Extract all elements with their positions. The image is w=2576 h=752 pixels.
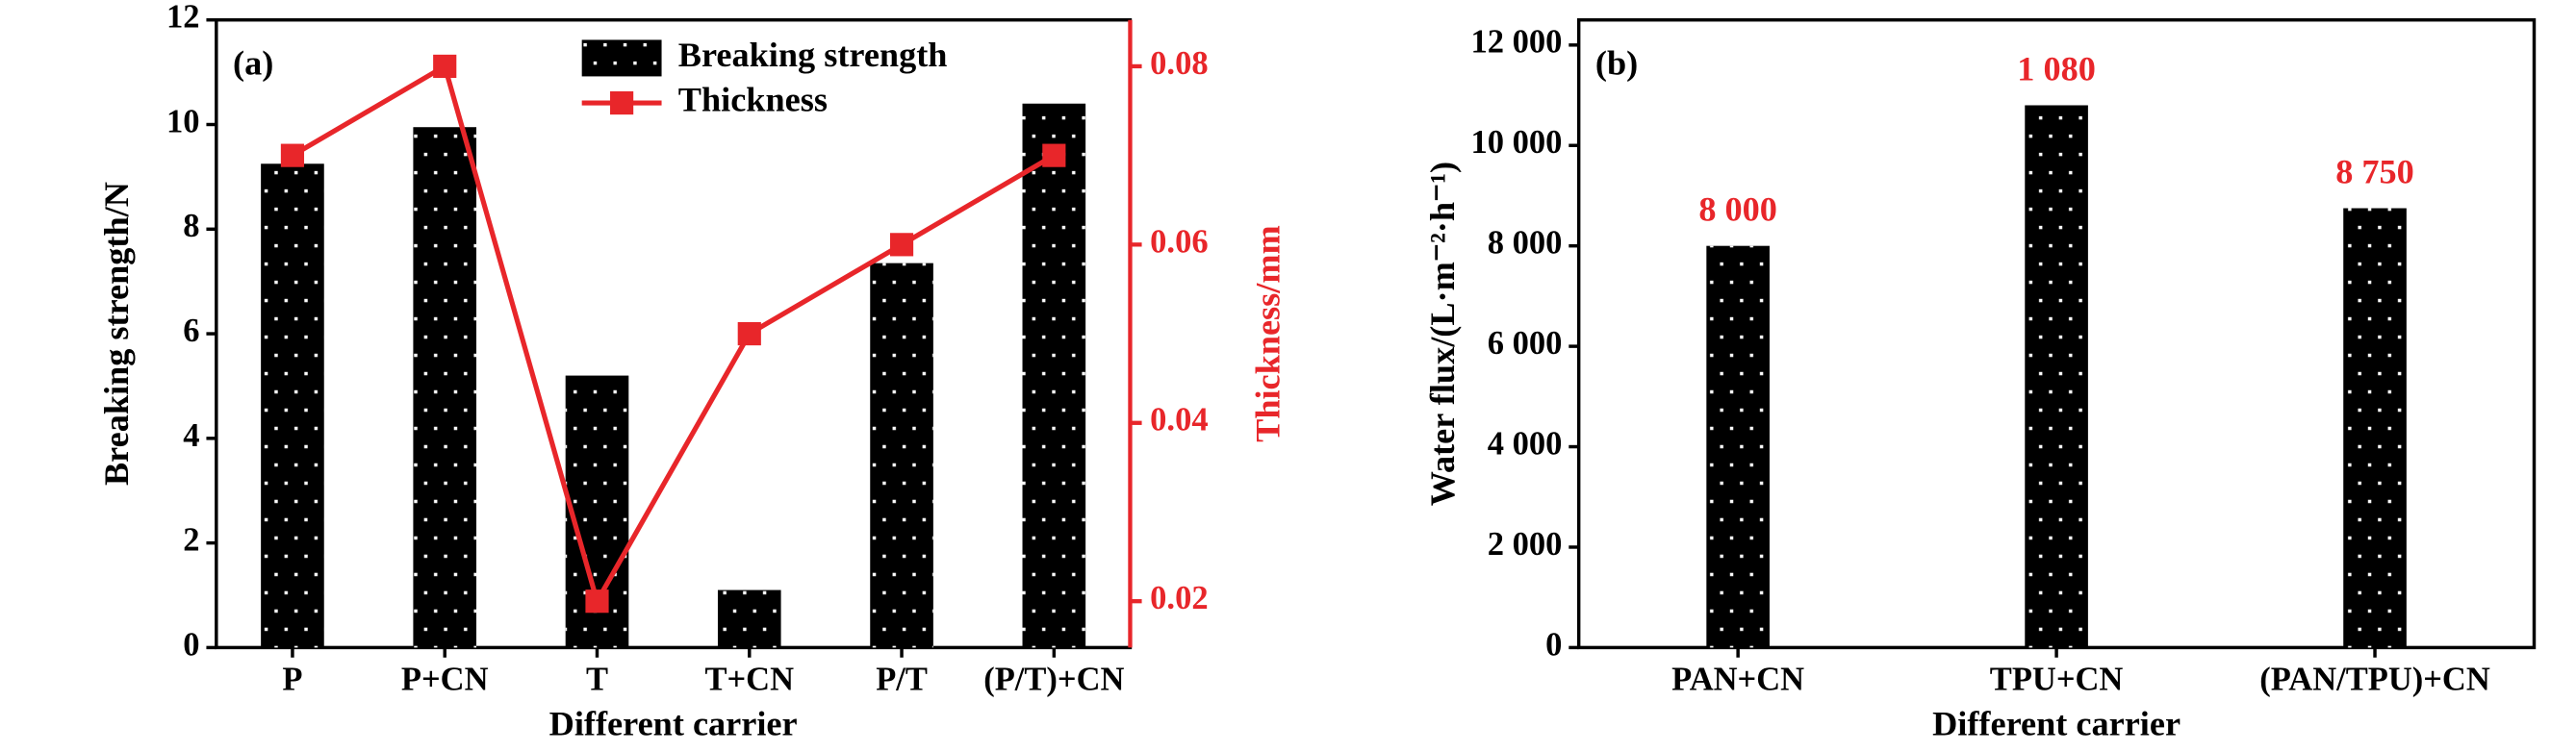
- x-tick-label: P/T: [876, 662, 928, 698]
- line: [291, 63, 1056, 608]
- bar-texture: [1022, 103, 1086, 648]
- y2-tick-label: 0.02: [1150, 580, 1208, 616]
- x-tick-label: P: [282, 662, 302, 698]
- y-axis-label: Breaking strength/N: [97, 182, 136, 486]
- x-tick-label: (P/T)+CN: [983, 662, 1124, 698]
- panel-label: (a): [233, 43, 273, 82]
- marker: [889, 233, 914, 257]
- bar-texture: [2025, 105, 2088, 648]
- legend-marker: [610, 90, 634, 115]
- y-tick-label: 2: [183, 522, 199, 559]
- bar-texture: [1706, 245, 1770, 648]
- bar-texture: [261, 163, 324, 648]
- bar-texture: [2343, 208, 2407, 648]
- value-label: 1 080: [2017, 49, 2096, 88]
- marker: [585, 589, 609, 614]
- x-axis-label: Different carrier: [1932, 705, 2181, 743]
- y2-tick-label: 0.04: [1150, 402, 1208, 439]
- y-tick-label: 0: [1545, 626, 1562, 663]
- marker: [433, 54, 457, 79]
- legend-texture: [581, 39, 662, 77]
- y-tick-label: 12 000: [1470, 24, 1562, 61]
- plot-frame: [215, 17, 1133, 650]
- x-tick-label: T: [586, 662, 608, 698]
- y-tick-label: 2 000: [1488, 526, 1563, 563]
- marker: [737, 321, 761, 346]
- marker: [1042, 143, 1066, 167]
- legend-label: Breaking strength: [678, 36, 948, 74]
- panel-label: (b): [1595, 43, 1638, 82]
- y-axis-label: Water flux/(L·m⁻²·h⁻¹): [1423, 162, 1462, 506]
- y-tick-label: 6 000: [1488, 325, 1563, 362]
- bar-texture: [413, 127, 477, 648]
- bar-texture: [717, 589, 781, 648]
- value-label: 8 000: [1698, 189, 1777, 228]
- value-label: 8 750: [2335, 152, 2414, 190]
- y-tick-label: 6: [183, 313, 199, 349]
- y2-tick-label: 0.06: [1150, 223, 1208, 260]
- bar-texture: [870, 263, 933, 648]
- legend-label: Thickness: [678, 80, 828, 118]
- y-tick-label: 4: [183, 417, 199, 454]
- y-tick-label: 10: [166, 103, 200, 139]
- x-tick-label: TPU+CN: [1990, 662, 2124, 698]
- x-tick-label: (PAN/TPU)+CN: [2259, 662, 2490, 698]
- x-axis-label: Different carrier: [549, 705, 798, 743]
- y2-tick-label: 0.08: [1150, 45, 1208, 82]
- y-tick-label: 12: [166, 0, 200, 36]
- x-tick-label: PAN+CN: [1671, 662, 1804, 698]
- y-tick-label: 4 000: [1488, 425, 1563, 462]
- y2-axis-label: Thickness/mm: [1249, 225, 1288, 442]
- y-tick-label: 8: [183, 208, 199, 244]
- x-tick-label: T+CN: [704, 662, 794, 698]
- y-tick-label: 10 000: [1470, 124, 1562, 161]
- y-tick-label: 8 000: [1488, 225, 1563, 262]
- y-tick-label: 0: [183, 626, 199, 663]
- x-tick-label: P+CN: [401, 662, 489, 698]
- marker: [280, 143, 305, 167]
